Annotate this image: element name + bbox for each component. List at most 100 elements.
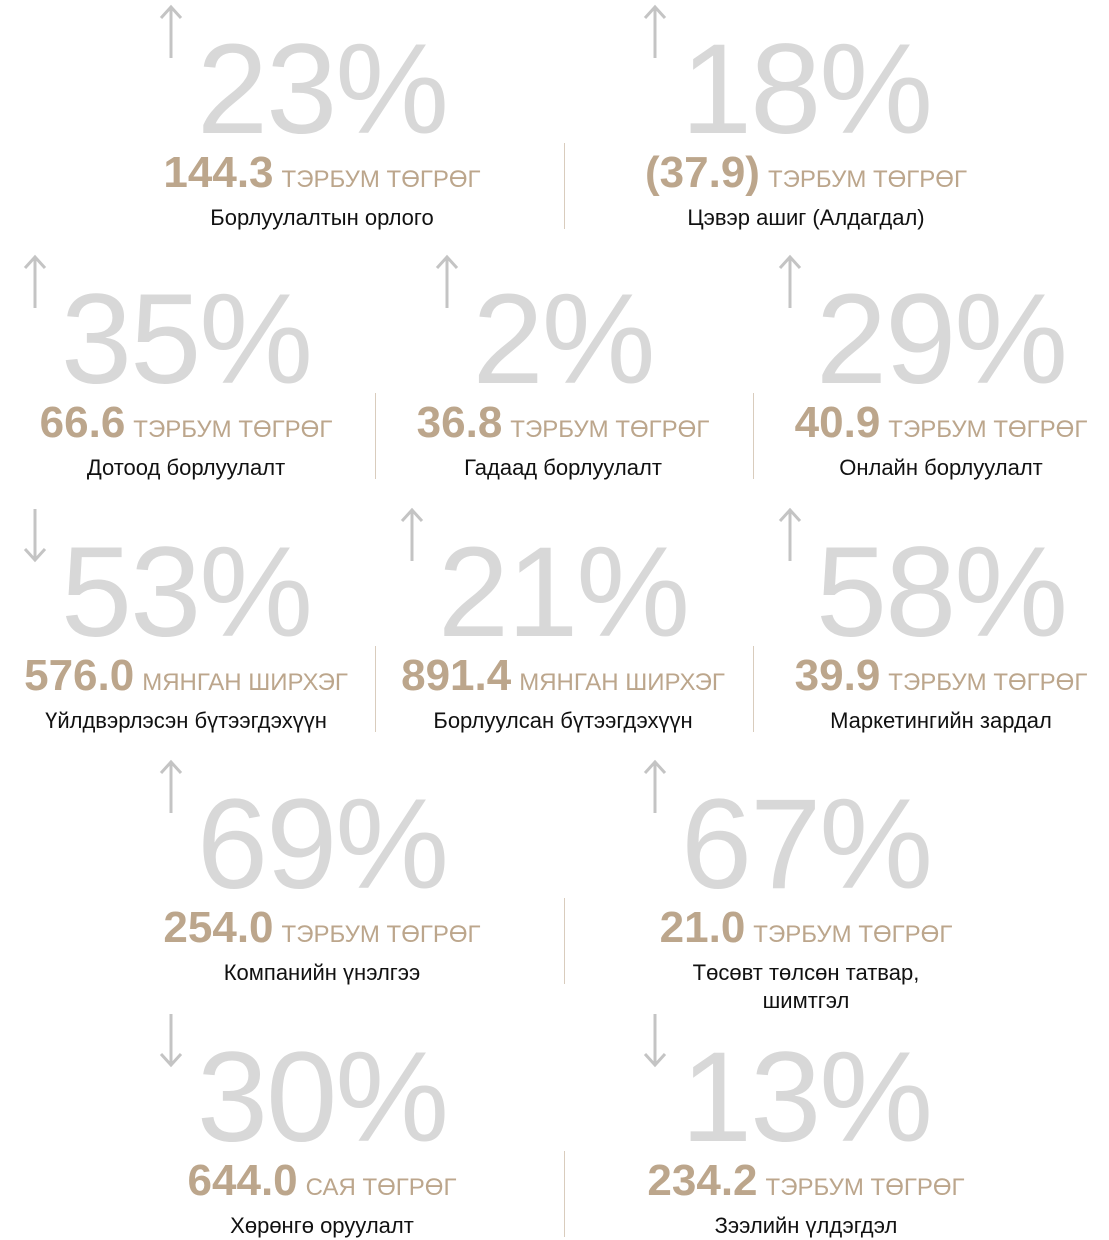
value: 234.2 xyxy=(647,1156,758,1205)
percent-row: 2% xyxy=(375,250,751,404)
percent: 30% xyxy=(159,1014,449,1162)
label: Борлуулсан бүтээгдэхүүн xyxy=(433,708,693,733)
divider xyxy=(753,393,754,479)
unit: ТЭРБУМ ТӨГРӨГ xyxy=(753,921,953,948)
percent: 58% xyxy=(778,507,1068,657)
unit: МЯНГАН ШИРХЭГ xyxy=(142,669,348,696)
unit: ТЭРБУМ ТӨГРӨГ xyxy=(281,921,481,948)
stat-item: 13% 234.2 ТЭРБУМ ТӨГРӨГ Зээлийн үлдэгдэл xyxy=(564,1008,1048,1240)
unit: ТЭРБУМ ТӨГРӨГ xyxy=(888,669,1088,696)
value: 644.0 xyxy=(187,1156,298,1205)
unit: МЯНГАН ШИРХЭГ xyxy=(519,669,725,696)
unit: ТЭРБУМ ТӨГРӨГ xyxy=(765,1174,965,1201)
value: 21.0 xyxy=(659,903,746,952)
trend-arrow xyxy=(159,759,183,813)
percent-row: 67% xyxy=(564,755,1048,909)
value: 36.8 xyxy=(416,398,503,447)
divider xyxy=(564,143,565,229)
value-row: 234.2 ТЭРБУМ ТӨГРӨГ xyxy=(564,1156,1048,1206)
stat-item: 69% 254.0 ТЭРБУМ ТӨГРӨГ Компанийн үнэлгээ xyxy=(80,755,564,987)
unit: ТЭРБУМ ТӨГРӨГ xyxy=(281,166,481,193)
trend-arrow xyxy=(435,254,458,308)
trend-arrow xyxy=(23,509,47,563)
trend-arrow xyxy=(643,1014,667,1068)
divider xyxy=(753,646,754,732)
percent: 29% xyxy=(778,254,1068,404)
stat-item: 30% 644.0 САЯ ТӨГРӨГ Хөрөнгө оруулалт xyxy=(80,1008,564,1240)
value: (37.9) xyxy=(645,148,760,197)
stat-item: 53% 576.0 МЯНГАН ШИРХЭГ Үйлдвэрлэсэн бүтээг… xyxy=(0,503,374,735)
divider xyxy=(375,393,376,479)
value: 254.0 xyxy=(163,903,274,952)
value: 39.9 xyxy=(794,651,881,700)
value-row: 39.9 ТЭРБУМ ТӨГРӨГ xyxy=(753,651,1109,701)
stat-item: 58% 39.9 ТЭРБУМ ТӨГРӨГ Маркетингийн зардал xyxy=(753,503,1109,735)
percent-row: 29% xyxy=(753,250,1109,404)
label: Маркетингийн зардал xyxy=(830,708,1052,733)
value-row: 36.8 ТЭРБУМ ТӨГРӨГ xyxy=(375,398,751,448)
value-row: (37.9) ТЭРБУМ ТӨГРӨГ xyxy=(564,148,1048,198)
trend-arrow xyxy=(159,1014,183,1068)
label: Үйлдвэрлэсэн бүтээгдэхүүн xyxy=(45,708,327,733)
value-row: 21.0 ТЭРБУМ ТӨГРӨГ xyxy=(564,903,1048,953)
trend-arrow xyxy=(643,4,667,58)
percent-row: 53% xyxy=(0,503,374,657)
label: Онлайн борлуулалт xyxy=(839,455,1043,480)
percent-row: 58% xyxy=(753,503,1109,657)
value: 891.4 xyxy=(401,651,512,700)
percent-row: 30% xyxy=(80,1008,564,1162)
unit: САЯ ТӨГРӨГ xyxy=(305,1174,457,1201)
percent: 53% xyxy=(23,509,313,657)
percent-row: 13% xyxy=(564,1008,1048,1162)
unit: ТЭРБУМ ТӨГРӨГ xyxy=(510,416,710,443)
stat-item: 23% 144.3 ТЭРБУМ ТӨГРӨГ Борлуулалтын орлого xyxy=(80,0,564,232)
value: 66.6 xyxy=(39,398,126,447)
value-row: 40.9 ТЭРБУМ ТӨГРӨГ xyxy=(753,398,1109,448)
divider xyxy=(375,646,376,732)
stat-item: 35% 66.6 ТЭРБУМ ТӨГРӨГ Дотоод борлуулалт xyxy=(0,250,374,482)
label: Цэвэр ашиг (Алдагдал) xyxy=(687,205,925,230)
value-row: 891.4 МЯНГАН ШИРХЭГ xyxy=(375,651,751,701)
stat-item: 2% 36.8 ТЭРБУМ ТӨГРӨГ Гадаад борлуулалт xyxy=(375,250,751,482)
stat-item: 67% 21.0 ТЭРБУМ ТӨГРӨГ Төсөвт төлсөн татвар… xyxy=(564,755,1048,1015)
percent-row: 23% xyxy=(80,0,564,154)
trend-arrow xyxy=(778,507,802,561)
percent: 23% xyxy=(159,4,449,154)
value-row: 66.6 ТЭРБУМ ТӨГРӨГ xyxy=(0,398,374,448)
divider xyxy=(564,898,565,984)
trend-arrow xyxy=(643,759,667,813)
unit: ТЭРБУМ ТӨГРӨГ xyxy=(767,166,967,193)
value-row: 254.0 ТЭРБУМ ТӨГРӨГ xyxy=(80,903,564,953)
trend-arrow xyxy=(778,254,802,308)
value: 40.9 xyxy=(794,398,881,447)
value: 576.0 xyxy=(24,651,135,700)
label: Борлуулалтын орлого xyxy=(210,205,434,230)
value: 144.3 xyxy=(163,148,274,197)
trend-arrow xyxy=(400,507,424,561)
value-row: 644.0 САЯ ТӨГРӨГ xyxy=(80,1156,564,1206)
stat-item: 18% (37.9) ТЭРБУМ ТӨГРӨГ Цэвэр ашиг (Алдагд… xyxy=(564,0,1048,232)
percent: 13% xyxy=(643,1014,933,1162)
percent: 69% xyxy=(159,759,449,909)
percent-row: 18% xyxy=(564,0,1048,154)
percent: 21% xyxy=(400,507,690,657)
unit: ТЭРБУМ ТӨГРӨГ xyxy=(888,416,1088,443)
label: Хөрөнгө оруулалт xyxy=(230,1213,414,1238)
unit: ТЭРБУМ ТӨГРӨГ xyxy=(133,416,333,443)
value-row: 144.3 ТЭРБУМ ТӨГРӨГ xyxy=(80,148,564,198)
percent-row: 69% xyxy=(80,755,564,909)
value-row: 576.0 МЯНГАН ШИРХЭГ xyxy=(0,651,374,701)
stat-item: 21% 891.4 МЯНГАН ШИРХЭГ Борлуулсан бүтээгдэ… xyxy=(375,503,751,735)
label: Гадаад борлуулалт xyxy=(464,455,662,480)
trend-arrow xyxy=(23,254,47,308)
label: Компанийн үнэлгээ xyxy=(223,960,421,985)
percent-row: 35% xyxy=(0,250,374,404)
trend-arrow xyxy=(159,4,183,58)
percent: 67% xyxy=(643,759,933,909)
percent-row: 21% xyxy=(375,503,751,657)
percent: 18% xyxy=(643,4,933,154)
label: Төсөвт төлсөн татвар, шимтгэл xyxy=(692,960,920,1013)
label: Зээлийн үлдэгдэл xyxy=(714,1213,898,1238)
label: Дотоод борлуулалт xyxy=(86,455,286,480)
